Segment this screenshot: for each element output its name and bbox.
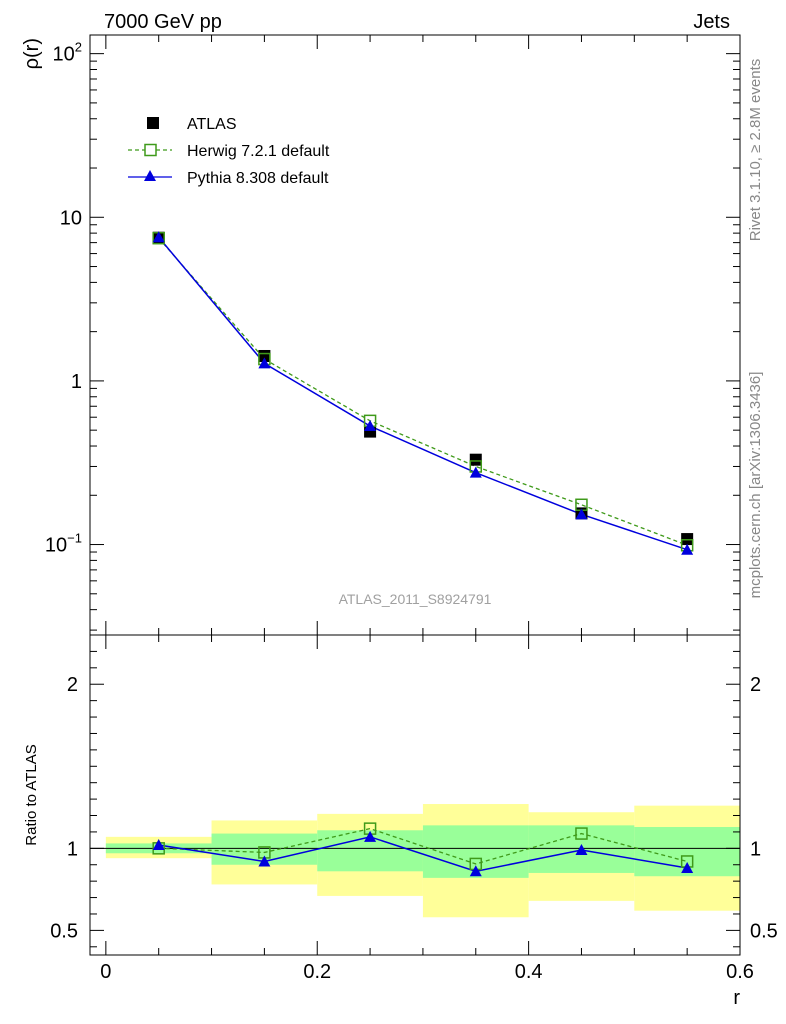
energy-label: 7000 GeV pp <box>104 11 222 33</box>
mcplots-reference-label: mcplots.cern.ch [arXiv:1306.3436] <box>747 372 764 599</box>
main-series <box>152 231 694 555</box>
main-panel: 102 10 1 10−1 ρ(r) ATLAS_2011_S8924791 ATLA… <box>21 34 741 636</box>
main-y-tick-label: 1 <box>71 371 82 393</box>
main-y-tick-label: 10−1 <box>45 531 82 557</box>
ratio-frame <box>89 634 741 956</box>
ratio-tick-labels: 0.5 0.5 1 1 2 2 0 0.2 0.4 0.6 <box>50 674 778 983</box>
process-label: Jets <box>693 11 730 33</box>
ratio-uncertainty-bands <box>105 804 740 918</box>
pythia-point <box>469 466 482 478</box>
pythia-ratio-point <box>681 862 694 874</box>
legend-herwig-label: Herwig 7.2.1 default <box>187 143 330 160</box>
pythia-ratio-point <box>258 855 271 867</box>
legend-herwig-marker <box>144 143 157 157</box>
ratio-y-axis-label: Ratio to ATLAS <box>23 744 40 845</box>
ratio-y-tick-label-right: 2 <box>750 674 761 696</box>
ratio-y-tick-label-left: 1 <box>67 838 78 860</box>
legend-atlas-label: ATLAS <box>187 116 237 133</box>
x-tick-label: 0 <box>100 961 111 983</box>
main-axis-ticks <box>90 35 741 635</box>
pythia-ratio-point <box>575 843 588 855</box>
pythia-ratio-point <box>469 865 482 877</box>
ratio-axis-ticks <box>90 634 741 955</box>
main-y-tick-label: 10 <box>60 207 82 229</box>
atlas-point <box>469 453 482 466</box>
ratio-y-tick-label-left: 2 <box>67 674 78 696</box>
x-tick-label: 0.6 <box>726 961 754 983</box>
x-tick-label: 0.2 <box>303 961 331 983</box>
main-y-tick-labels: 102 10 1 10−1 <box>45 40 82 557</box>
legend-atlas-marker <box>147 117 159 129</box>
pythia-ratio-point <box>364 830 377 842</box>
x-tick-label: 0.4 <box>515 961 543 983</box>
pythia-point <box>681 543 694 555</box>
main-y-tick-label: 102 <box>53 40 82 66</box>
ratio-y-tick-label-right: 1 <box>750 838 761 860</box>
main-y-axis-label: ρ(r) <box>21 38 43 69</box>
pythia-point <box>364 420 377 432</box>
legend-pythia-label: Pythia 8.308 default <box>187 170 329 187</box>
x-axis-label: r <box>733 987 740 1009</box>
herwig-line <box>158 237 688 546</box>
ratio-series <box>152 822 694 877</box>
ratio-y-tick-label-right: 0.5 <box>750 920 778 942</box>
pythia-ratio-line <box>158 836 688 873</box>
ratio-panel: 0.5 0.5 1 1 2 2 0 0.2 0.4 0.6 Ratio to ATLAS r <box>23 634 778 1009</box>
legend-pythia-marker <box>144 170 156 181</box>
pythia-point <box>575 508 588 520</box>
rivet-version-label: Rivet 3.1.10, ≥ 2.8M events <box>747 59 764 242</box>
pythia-point <box>152 231 165 243</box>
herwig-ratio-line <box>158 827 688 865</box>
pythia-line <box>158 236 688 551</box>
analysis-id-label: ATLAS_2011_S8924791 <box>339 591 492 607</box>
herwig-ratio-point <box>575 827 588 840</box>
pythia-ratio-point <box>152 839 165 851</box>
ratio-y-tick-label-left: 0.5 <box>50 920 78 942</box>
legend: ATLAS Herwig 7.2.1 default Pythia 8.308 … <box>128 116 330 187</box>
pythia-point <box>258 357 271 369</box>
